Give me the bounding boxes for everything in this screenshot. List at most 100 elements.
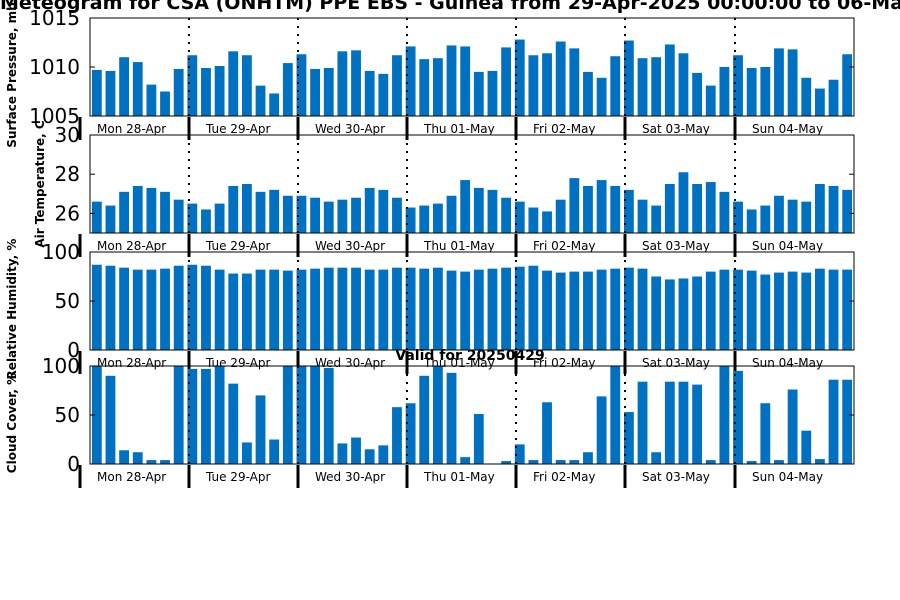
bar-panel3 bbox=[432, 267, 443, 350]
y-tick-label: 50 bbox=[55, 403, 80, 427]
bar-panel1 bbox=[528, 55, 539, 116]
bar-panel3 bbox=[760, 274, 771, 350]
bar-panel1 bbox=[651, 57, 662, 116]
bar-panel4 bbox=[378, 445, 389, 464]
bar-panel3 bbox=[214, 269, 225, 350]
bar-panel1 bbox=[828, 79, 839, 116]
bar-panel3 bbox=[392, 267, 402, 350]
bar-panel4 bbox=[746, 461, 757, 464]
bar-panel2 bbox=[583, 185, 593, 233]
bar-panel4 bbox=[228, 383, 239, 464]
bar-panel4 bbox=[214, 366, 225, 464]
bar-panel1 bbox=[405, 46, 416, 116]
bar-panel3 bbox=[364, 269, 375, 350]
y-tick-label: 30 bbox=[55, 123, 80, 147]
bar-panel1 bbox=[91, 69, 102, 116]
bar-panel2 bbox=[351, 197, 361, 233]
bar-panel4 bbox=[787, 389, 798, 464]
x-day-label: Wed 30-Apr bbox=[315, 470, 385, 484]
x-day-label: Sat 03-May bbox=[642, 356, 710, 370]
x-day-label: Sun 04-May bbox=[752, 239, 823, 253]
bar-panel3 bbox=[119, 267, 130, 350]
bar-panel4 bbox=[610, 366, 621, 464]
bar-panel2 bbox=[760, 205, 771, 233]
x-day-label: Sat 03-May bbox=[642, 239, 710, 253]
bar-panel4 bbox=[119, 450, 130, 464]
bar-panel1 bbox=[201, 67, 211, 116]
bar-panel4 bbox=[760, 403, 771, 464]
bar-panel4 bbox=[501, 461, 512, 464]
bar-panel3 bbox=[460, 271, 471, 350]
bar-panel2 bbox=[146, 187, 157, 233]
bar-panel1 bbox=[323, 67, 334, 116]
y-tick-label: 0 bbox=[67, 452, 80, 476]
bar-panel1 bbox=[487, 70, 498, 116]
bar-panel2 bbox=[446, 195, 457, 233]
y-tick-label: 28 bbox=[55, 162, 80, 186]
y-axis-label: Cloud Cover, % bbox=[5, 373, 19, 473]
bar-panel4 bbox=[269, 439, 280, 464]
bar-panel3 bbox=[705, 271, 716, 350]
bar-panel3 bbox=[405, 267, 416, 350]
bar-panel4 bbox=[337, 443, 348, 464]
bar-panel1 bbox=[637, 58, 648, 116]
bar-panel4 bbox=[692, 384, 703, 464]
bar-panel3 bbox=[637, 268, 648, 350]
bar-panel1 bbox=[719, 67, 730, 116]
bar-panel1 bbox=[269, 93, 280, 116]
bar-panel2 bbox=[160, 191, 170, 233]
bar-panel3 bbox=[419, 268, 430, 350]
bar-panel1 bbox=[160, 91, 170, 116]
bar-panel4 bbox=[364, 449, 375, 464]
bar-panel3 bbox=[542, 270, 552, 350]
bar-panel2 bbox=[610, 185, 621, 233]
bar-panel4 bbox=[542, 402, 552, 464]
bar-panel3 bbox=[774, 272, 784, 350]
bar-panel2 bbox=[378, 189, 389, 233]
bar-panel3 bbox=[323, 267, 334, 350]
bar-panel3 bbox=[105, 265, 116, 350]
x-day-label: Wed 30-Apr bbox=[315, 239, 385, 253]
bar-panel3 bbox=[719, 269, 730, 350]
bar-panel1 bbox=[460, 46, 471, 116]
x-day-label: Thu 01-May bbox=[423, 122, 495, 136]
bar-panel1 bbox=[132, 62, 143, 116]
bar-panel4 bbox=[201, 368, 211, 464]
bar-panel2 bbox=[228, 185, 239, 233]
bar-panel1 bbox=[351, 50, 361, 117]
bar-panel4 bbox=[623, 412, 634, 464]
bar-panel2 bbox=[282, 195, 293, 233]
x-day-label: Tue 29-Apr bbox=[205, 470, 270, 484]
bar-panel1 bbox=[282, 63, 293, 116]
bar-panel3 bbox=[569, 271, 580, 350]
chart-title: Meteogram for CSA (ONHTM) PPE EBS - Guin… bbox=[0, 0, 900, 14]
bar-panel4 bbox=[651, 452, 662, 464]
x-day-label: Sat 03-May bbox=[642, 470, 710, 484]
bar-panel4 bbox=[828, 379, 839, 464]
bar-panel4 bbox=[405, 403, 416, 464]
bar-panel1 bbox=[228, 51, 239, 116]
bar-panel4 bbox=[132, 452, 143, 464]
bar-panel2 bbox=[787, 199, 798, 233]
bar-panel3 bbox=[746, 270, 757, 350]
x-day-label: Mon 28-Apr bbox=[97, 470, 166, 484]
bar-panel1 bbox=[501, 47, 512, 116]
y-tick-label: 100 bbox=[42, 354, 80, 378]
x-day-label: Fri 02-May bbox=[533, 239, 596, 253]
bar-panel1 bbox=[514, 39, 525, 117]
bar-panel2 bbox=[460, 180, 471, 233]
bar-panel4 bbox=[241, 442, 252, 464]
x-day-label: Sat 03-May bbox=[642, 122, 710, 136]
bar-panel1 bbox=[596, 77, 607, 116]
bar-panel4 bbox=[528, 460, 539, 464]
bar-panel3 bbox=[555, 272, 566, 350]
bar-panel2 bbox=[542, 211, 552, 233]
y-tick-label: 1015 bbox=[29, 6, 80, 30]
bar-panel1 bbox=[146, 84, 157, 116]
bar-panel2 bbox=[187, 203, 198, 233]
bar-panel3 bbox=[132, 269, 143, 350]
valid-date-label: Valid for 20250429 bbox=[395, 348, 544, 364]
bar-panel2 bbox=[91, 201, 102, 233]
bar-panel2 bbox=[310, 197, 321, 233]
bar-panel2 bbox=[814, 184, 825, 233]
